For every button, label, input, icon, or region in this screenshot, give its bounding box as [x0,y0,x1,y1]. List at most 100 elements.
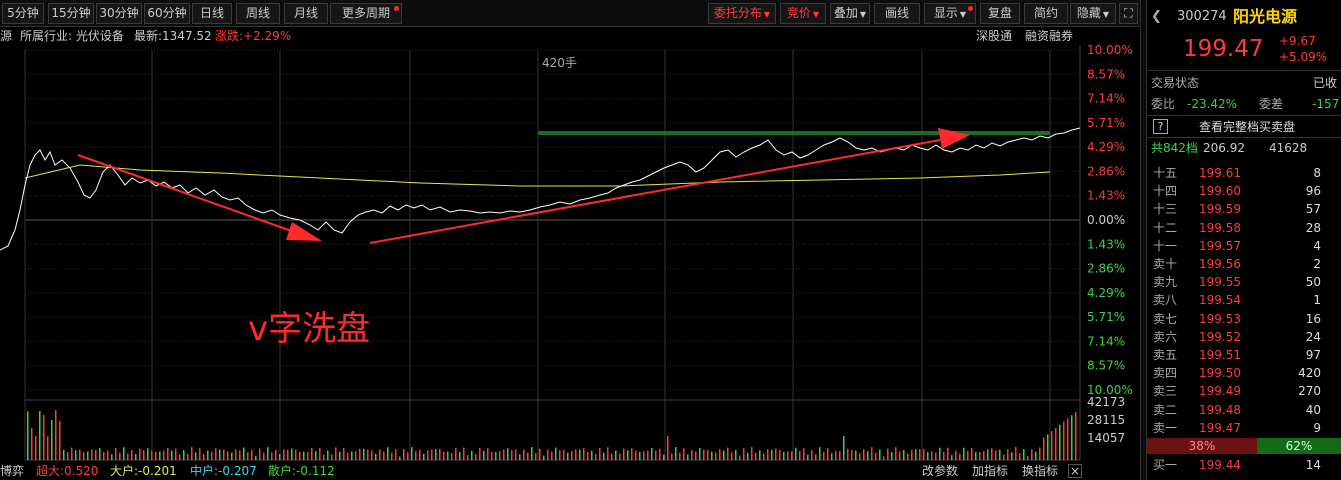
sell-level-row[interactable]: 十二 199.58 28 [1147,219,1341,237]
order-distribution-button[interactable]: 委托分布 ▼ [708,3,776,24]
level-volume: 8 [1313,166,1321,180]
level-name: 十一 [1153,238,1178,253]
volume-bar [671,453,673,460]
intraday-chart[interactable]: 420手 v字洗盘 10.00% 8.57% 7.14% 5.71% 4.29% 2.86… [0,0,1140,480]
volume-bar [955,450,957,460]
volume-bar [287,449,289,460]
overlay-button[interactable]: 叠加 ▼ [830,3,870,24]
change-params-button[interactable]: 改参数 [922,464,959,478]
level-price: 199.60 [1199,184,1241,199]
volume-bar [203,454,205,460]
display-button[interactable]: 显示 ▼ [924,3,976,24]
back-chevron-icon[interactable]: ❮ [1151,9,1162,24]
latest-index-label: 最新:1347.52 [134,29,212,43]
volume-bar [599,447,601,460]
hide-button[interactable]: 隐藏 ▼ [1070,3,1116,24]
volume-bar [627,450,629,460]
volume-bar [355,451,357,460]
period-30min-button[interactable]: 30分钟 [96,3,142,24]
volume-bar [591,450,593,460]
pct-tick-label: 10.00% [1087,383,1133,397]
fullscreen-button[interactable]: ⛶ [1119,3,1138,24]
buy-level-row[interactable]: 买一 199.44 14 [1147,456,1341,474]
volume-bar [255,455,257,460]
help-icon[interactable]: ? [1153,119,1168,134]
volume-tick-label: 42173 [1087,395,1125,409]
sell-level-row[interactable]: 卖一 199.47 9 [1147,419,1341,437]
sell-level-row[interactable]: 卖八 199.54 1 [1147,291,1341,309]
volume-bar [859,453,861,460]
period-month-button[interactable]: 月线 [284,3,328,24]
close-icon[interactable]: × [1068,464,1082,478]
total-levels-label: 共842档 [1151,141,1198,155]
sell-level-row[interactable]: 十一 199.57 4 [1147,237,1341,255]
period-week-button[interactable]: 周线 [236,3,280,24]
volume-bar [739,455,741,460]
volume-bar [363,448,365,460]
period-15min-button[interactable]: 15分钟 [48,3,94,24]
margin-trading-link[interactable]: 融资融券 [1025,29,1074,43]
volume-bar [311,447,313,460]
simple-button[interactable]: 简约 [1024,3,1068,24]
volume-bar [227,451,229,460]
sell-level-row[interactable]: 十四 199.60 96 [1147,182,1341,200]
volume-bar [439,448,441,460]
level-price: 199.58 [1199,220,1241,235]
volume-bar [91,449,93,460]
status-label: 交易状态 [1151,76,1200,90]
hk-connect-link[interactable]: 深股通 [976,29,1013,43]
volume-bar [107,450,109,460]
pct-tick-label: 5.71% [1087,116,1125,130]
auction-button[interactable]: 竞价 ▼ [780,3,826,24]
volume-bar [915,449,917,460]
period-5min-button[interactable]: 5分钟 [2,3,44,24]
volume-bar [271,452,273,460]
draw-line-button[interactable]: 画线 [874,3,920,24]
more-periods-button[interactable]: 更多周期 [330,3,402,24]
sell-level-row[interactable]: 十三 199.59 57 [1147,200,1341,218]
sell-level-row[interactable]: 卖三 199.49 270 [1147,382,1341,400]
volume-bar [699,448,701,460]
display-label: 显示 [933,6,958,20]
volume-bar [155,451,157,460]
switch-indicator-button[interactable]: 换指标 [1022,464,1059,478]
replay-button[interactable]: 复盘 [980,3,1020,24]
full-book-link[interactable]: 查看完整档买卖盘 [1199,120,1296,134]
pct-tick-label: 1.43% [1087,237,1125,251]
industry-label[interactable]: 所属行业: 光伏设备 [20,29,124,43]
volume-bar [391,452,393,460]
volume-bar [715,452,717,460]
volume-bar [799,451,801,460]
volume-bar [1035,451,1037,460]
sell-level-row[interactable]: 卖四 199.50 420 [1147,364,1341,382]
period-day-button[interactable]: 日线 [192,3,232,24]
sell-level-row[interactable]: 十五 199.61 8 [1147,164,1341,182]
sell-level-row[interactable]: 卖九 199.55 50 [1147,273,1341,291]
sell-ratio: 38% [1147,438,1257,454]
volume-bar [795,447,797,460]
volume-bar [471,450,473,460]
volume-bar [959,453,961,460]
level-price: 199.61 [1199,166,1241,180]
sell-level-row[interactable]: 卖十 199.56 2 [1147,255,1341,273]
sell-level-row[interactable]: 卖七 199.53 16 [1147,310,1341,328]
add-indicator-button[interactable]: 加指标 [972,464,1009,478]
volume-bar [987,449,989,460]
auction-label: 竞价 [786,6,811,20]
level-volume: 14 [1305,458,1321,472]
sell-level-row[interactable]: 卖五 199.51 97 [1147,346,1341,364]
source-label: 源 [0,29,13,43]
volume-bar [103,451,105,460]
volume-bar [43,415,45,460]
sell-level-row[interactable]: 卖二 199.48 40 [1147,401,1341,419]
pct-tick-label: 4.29% [1087,286,1125,300]
volume-bar [151,450,153,460]
period-60min-button[interactable]: 60分钟 [144,3,190,24]
volume-bar [995,450,997,460]
level-volume: 28 [1305,220,1321,235]
volume-bar [607,447,609,460]
panel-splitter[interactable] [1140,0,1147,480]
volume-bar [447,451,449,460]
level-price: 199.54 [1199,293,1241,308]
sell-level-row[interactable]: 卖六 199.52 24 [1147,328,1341,346]
